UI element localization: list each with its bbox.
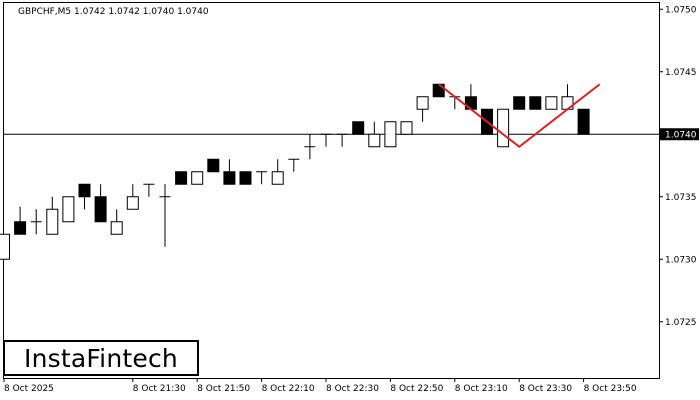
candle xyxy=(545,96,558,110)
candle xyxy=(14,206,27,235)
current-price-tag-bg xyxy=(659,128,699,141)
candle-body-bearish xyxy=(352,121,365,135)
time-tick-label: 8 Oct 23:30 xyxy=(519,384,572,394)
candle xyxy=(62,196,75,223)
candle-body-bearish xyxy=(577,108,590,135)
candle xyxy=(304,134,316,160)
price-tick-label: 1.0750 xyxy=(665,5,697,15)
candle xyxy=(256,171,268,185)
time-tick-label: 8 Oct 22:50 xyxy=(390,384,443,394)
candle xyxy=(110,209,123,235)
candle xyxy=(368,121,381,148)
candle xyxy=(191,171,204,185)
candle-body-bullish xyxy=(384,121,397,148)
price-tick-label: 1.0730 xyxy=(665,255,697,265)
candle xyxy=(207,158,220,173)
candle-body-bearish xyxy=(14,221,27,235)
candle xyxy=(0,233,10,260)
candle xyxy=(288,158,300,172)
plot-area-border xyxy=(3,2,660,379)
time-tick-label: 8 Oct 2025 xyxy=(4,384,54,394)
candle xyxy=(126,184,139,210)
time-tick-label: 8 Oct 22:10 xyxy=(262,384,315,394)
time-tick-label: 8 Oct 22:30 xyxy=(326,384,379,394)
candle xyxy=(94,184,107,223)
time-tick-label: 8 Oct 21:30 xyxy=(133,384,186,394)
candle xyxy=(320,133,332,147)
candle-body-bearish xyxy=(78,183,91,198)
candle xyxy=(529,96,542,110)
candle xyxy=(513,96,526,110)
candle-body-bearish xyxy=(223,171,236,185)
candle xyxy=(239,171,252,185)
candle-body-bullish xyxy=(271,171,284,185)
candle xyxy=(497,108,510,148)
candle-body-bearish xyxy=(207,158,220,173)
price-tick-label: 1.0735 xyxy=(665,193,697,203)
candle-body-bullish xyxy=(46,208,59,235)
candle xyxy=(30,209,42,235)
candle-body-bullish xyxy=(368,133,381,148)
candle xyxy=(46,196,59,235)
candle xyxy=(143,183,155,197)
candle xyxy=(223,159,236,185)
candle-body-bullish xyxy=(545,96,558,110)
candle xyxy=(271,159,284,185)
candle-body-bullish xyxy=(400,121,413,135)
candle xyxy=(577,108,590,135)
time-tick-label: 8 Oct 23:50 xyxy=(584,384,637,394)
time-tick-label: 8 Oct 23:10 xyxy=(455,384,508,394)
candle-body-bearish xyxy=(94,196,107,223)
candle-body-bearish xyxy=(529,96,542,110)
candle xyxy=(159,184,171,247)
candle-body-bullish xyxy=(110,221,123,235)
candle xyxy=(416,96,429,122)
instafintech-logo: InstaFintech xyxy=(3,340,199,376)
candle xyxy=(175,171,188,185)
candle xyxy=(400,121,413,135)
candle-body-bearish xyxy=(175,171,188,185)
candle-body-bullish xyxy=(126,196,139,210)
price-tick-label: 1.0725 xyxy=(665,318,697,328)
chart-title: GBPCHF,M5 1.0742 1.0742 1.0740 1.0740 xyxy=(18,7,209,17)
candles-group xyxy=(0,83,590,260)
candle xyxy=(78,183,91,210)
candle xyxy=(384,121,397,148)
time-tick-label: 8 Oct 21:50 xyxy=(197,384,250,394)
time-axis: 8 Oct 2025 8 Oct 21:30 8 Oct 21:50 8 Oct 22… xyxy=(3,378,637,394)
double-top-pattern-line xyxy=(438,83,601,149)
candle xyxy=(352,121,365,135)
price-axis: 1.0750 1.0745 1.0740 1.0735 1.0730 1.0725 xyxy=(659,5,697,328)
candle xyxy=(336,133,348,147)
candle-body-bullish xyxy=(0,233,10,260)
candle-body-bullish xyxy=(191,171,204,185)
candle-body-bullish xyxy=(497,108,510,148)
price-tick-label: 1.0745 xyxy=(665,68,697,78)
candle-body-bullish xyxy=(416,96,429,110)
candle-body-bearish xyxy=(239,171,252,185)
candle-body-bullish xyxy=(62,196,75,223)
candle-body-bearish xyxy=(513,96,526,110)
current-price-tag: 1.0740 xyxy=(659,128,699,141)
current-price-tag-label: 1.0740 xyxy=(665,130,697,140)
